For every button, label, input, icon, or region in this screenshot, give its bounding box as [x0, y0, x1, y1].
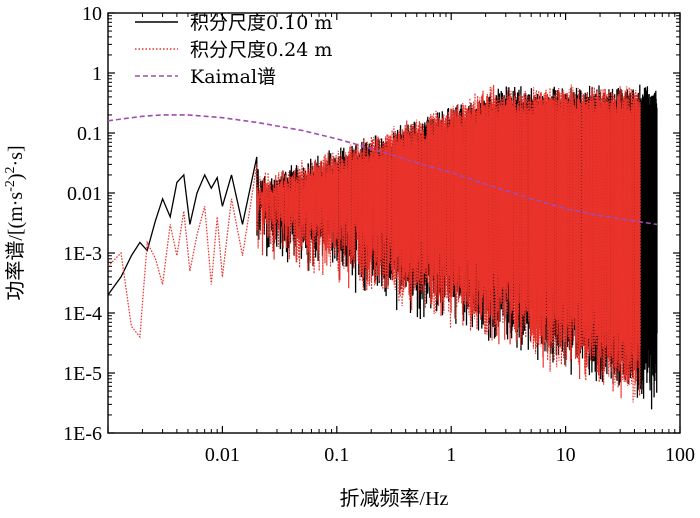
- x-axis-title: 折减频率/Hz: [340, 487, 449, 510]
- x-tick-label: 10: [556, 444, 576, 466]
- y-tick-label: 1E-6: [63, 423, 102, 445]
- y-tick-label: 0.1: [77, 123, 102, 145]
- plot-frame: [107, 12, 681, 434]
- x-tick-label: 100: [665, 444, 695, 466]
- y-axis-title-exp2: 2: [3, 166, 18, 173]
- x-tick-label: 0.1: [324, 444, 349, 466]
- x-tick-label: 0.01: [205, 444, 240, 466]
- series-line-2: [107, 114, 658, 226]
- y-axis-title-exp1: -2: [3, 180, 18, 192]
- y-tick-label: 0.01: [67, 183, 102, 205]
- y-tick-label: 1: [92, 63, 102, 85]
- series-line-1: [107, 84, 641, 403]
- y-axis-title-tail: ·s]: [5, 145, 27, 166]
- y-axis-title-main: 功率谱/[(m·s: [4, 192, 27, 301]
- y-tick-label: 1E-5: [63, 363, 102, 385]
- y-tick-label: 10: [82, 3, 102, 25]
- legend: 积分尺度0.10 m 积分尺度0.24 m Kaimal谱: [135, 12, 332, 88]
- legend-label-series-1: 积分尺度0.24 m: [190, 39, 332, 61]
- ticks-layer: 0.01 0.1 1 10 100 1E-6 1E-5 1E-4 1E-3 0.01 0.1 1 10: [63, 3, 695, 466]
- x-tick-label: 1: [446, 444, 456, 466]
- series-layer: [107, 84, 658, 410]
- y-tick-label: 1E-4: [63, 303, 102, 325]
- y-tick-label: 1E-3: [63, 243, 102, 265]
- y-axis-title: 功率谱/[(m·s-2)2·s]: [3, 145, 27, 300]
- legend-label-series-0: 积分尺度0.10 m: [190, 12, 332, 34]
- y-axis-title-mid: ): [5, 173, 27, 180]
- legend-label-series-2: Kaimal谱: [190, 66, 276, 88]
